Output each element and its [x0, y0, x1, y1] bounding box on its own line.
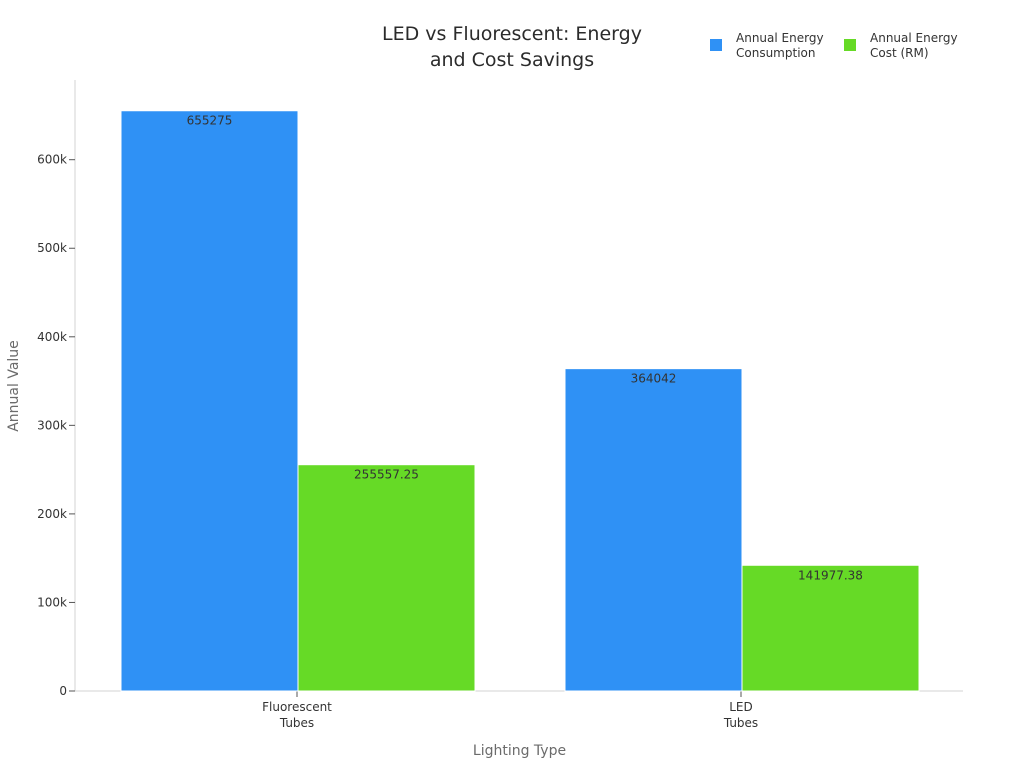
bar: [297, 464, 476, 692]
y-tick-label: 0: [59, 684, 67, 698]
legend-swatch: [710, 39, 722, 51]
bar: [741, 564, 920, 692]
bar: [120, 110, 299, 692]
legend-swatch: [844, 39, 856, 51]
y-tick-label: 300k: [37, 418, 67, 432]
bar-value-label: 364042: [631, 372, 677, 386]
y-tick-label: 500k: [37, 241, 67, 255]
legend-label: Annual Energy: [736, 31, 824, 45]
chart-title: LED vs Fluorescent: Energy and Cost Savin…: [382, 23, 642, 71]
x-tick-label: Tubes: [723, 716, 758, 730]
bar-value-label: 141977.38: [798, 568, 863, 582]
legend-label: Annual Energy: [870, 31, 958, 45]
bar: [564, 368, 743, 692]
x-tick-label: Fluorescent: [262, 700, 332, 714]
y-tick-label: 200k: [37, 507, 67, 521]
x-tick-label: Tubes: [279, 716, 314, 730]
chart-title-line: LED vs Fluorescent: Energy: [382, 23, 642, 45]
y-tick-label: 100k: [37, 595, 67, 609]
y-tick-label: 600k: [37, 153, 67, 167]
bar-value-label: 655275: [187, 114, 233, 128]
bars: [120, 110, 920, 692]
data-labels: 655275 255557.25 364042 141977.38: [187, 114, 863, 583]
x-tick-label: LED: [729, 700, 753, 714]
x-axis-title: Lighting Type: [473, 743, 566, 759]
y-axis-title: Annual Value: [6, 340, 22, 432]
y-tick-label: 400k: [37, 330, 67, 344]
axes: 0 100k 200k 300k 400k 500k 600k Fluorescent Tube…: [37, 80, 963, 730]
bar-value-label: 255557.25: [354, 468, 419, 482]
legend-label: Consumption: [736, 46, 815, 60]
chart-title-line: and Cost Savings: [430, 49, 594, 71]
legend-label: Cost (RM): [870, 46, 929, 60]
